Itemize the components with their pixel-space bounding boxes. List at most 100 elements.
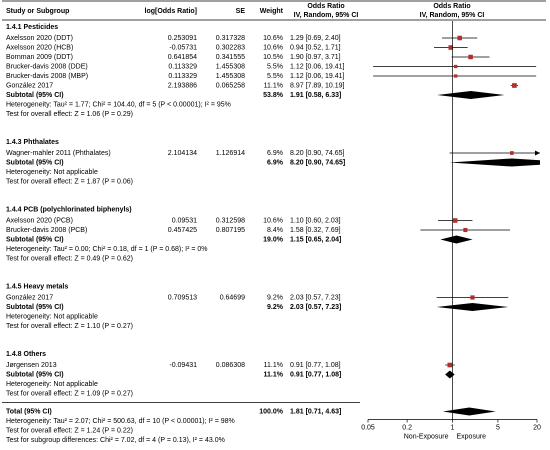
group-title: 1.4.4 PCB (polychlorinated biphenyls) xyxy=(6,206,132,213)
header-or: Odds Ratio xyxy=(307,3,344,10)
pooled-ci-label: 0.91 [0.77, 1.08] xyxy=(290,371,341,378)
subgroup-differences: Test for subgroup differences: Chi² = 7.… xyxy=(6,437,225,444)
study-box xyxy=(512,83,517,88)
study-name: Bornman 2009 (DDT) xyxy=(6,54,73,61)
ci-label: 2.03 [0.57, 7.23] xyxy=(290,294,341,301)
se: 0.302283 xyxy=(216,44,245,51)
heterogeneity: Heterogeneity: Tau² = 0.00; Chi² = 0.18,… xyxy=(6,246,208,253)
ci-label: 1.58 [0.32, 7.69] xyxy=(290,227,341,234)
se: 0.341555 xyxy=(216,54,245,61)
header-or-method: IV, Random, 95% CI xyxy=(294,12,359,19)
ci-label: 0.94 [0.52, 1.71] xyxy=(290,44,341,51)
study-box xyxy=(457,35,462,41)
log-or: 0.113329 xyxy=(168,73,197,80)
header-plot: Odds Ratio xyxy=(433,3,470,10)
se: 0.312598 xyxy=(216,217,245,224)
ci-label: 0.91 [0.77, 1.08] xyxy=(290,362,341,369)
header-log-or: log[Odds Ratio] xyxy=(145,8,198,15)
pooled-name: Subtotal (95% CI) xyxy=(6,159,64,166)
log-or: -0.09431 xyxy=(169,362,197,369)
log-or: 0.709513 xyxy=(168,294,197,301)
pooled-weight: 19.0% xyxy=(263,236,284,243)
study-box xyxy=(454,74,458,78)
ci-label: 1.12 [0.06, 19.41] xyxy=(290,73,345,80)
heterogeneity: Heterogeneity: Not applicable xyxy=(6,169,98,176)
x-tick-label: 5 xyxy=(496,424,500,431)
x-label-right: Exposure xyxy=(457,433,487,440)
se: 1.126914 xyxy=(216,150,245,157)
pooled-diamond xyxy=(442,407,496,416)
x-tick-label: 0.05 xyxy=(361,424,375,431)
study-name: González 2017 xyxy=(6,294,53,301)
pooled-ci-label: 8.20 [0.90, 74.65] xyxy=(290,159,345,166)
study-name: Jørgensen 2013 xyxy=(6,362,57,369)
plot-area xyxy=(373,35,540,416)
weight: 10.6% xyxy=(263,35,283,42)
log-or: 0.09531 xyxy=(172,217,197,224)
ci-label: 1.12 [0.06, 19.41] xyxy=(290,63,345,70)
se: 0.065258 xyxy=(216,82,245,89)
log-or: 0.457425 xyxy=(168,227,197,234)
pooled-ci-label: 1.15 [0.65, 2.04] xyxy=(290,236,341,243)
log-or: 2.193886 xyxy=(168,82,197,89)
pooled-ci-label: 1.91 [0.58, 6.33] xyxy=(290,92,341,99)
ci-label: 1.29 [0.69, 2.40] xyxy=(290,35,341,42)
overall-effect: Test for overall effect: Z = 1.06 (P = 0… xyxy=(6,111,133,118)
overall-effect: Test for overall effect: Z = 1.24 (P = 0… xyxy=(6,427,133,434)
pooled-weight: 100.0% xyxy=(259,408,284,415)
study-box xyxy=(470,295,475,300)
x-tick-label: 1 xyxy=(451,424,455,431)
study-box xyxy=(468,54,473,60)
ci-label: 1.90 [0.97, 3.71] xyxy=(290,54,341,61)
study-name: Brucker-davis 2008 (PCB) xyxy=(6,227,87,234)
overall-effect: Test for overall effect: Z = 1.10 (P = 0… xyxy=(6,323,133,330)
pooled-name: Subtotal (95% CI) xyxy=(6,304,64,311)
heterogeneity: Heterogeneity: Tau² = 1.77; Chi² = 104.4… xyxy=(6,101,231,108)
pooled-weight: 9.2% xyxy=(267,304,284,311)
header-se: SE xyxy=(236,8,246,15)
ci-arrow xyxy=(535,150,540,156)
pooled-ci-label: 1.81 [0.71, 4.63] xyxy=(290,408,341,415)
heterogeneity: Heterogeneity: Tau² = 2.07; Chi² = 500.6… xyxy=(6,418,235,425)
study-box xyxy=(447,362,453,368)
pooled-diamond xyxy=(440,235,473,244)
x-label-left: Non-Exposure xyxy=(404,433,449,440)
log-or: 0.113329 xyxy=(168,63,197,70)
se: 0.807195 xyxy=(216,227,245,234)
group-title: 1.4.3 Phthalates xyxy=(6,139,59,146)
se: 0.317328 xyxy=(216,35,245,42)
heterogeneity: Heterogeneity: Not applicable xyxy=(6,381,98,388)
weight: 11.1% xyxy=(264,362,283,369)
study-box xyxy=(510,151,514,155)
study-name: Brucker-davis 2008 (DDE) xyxy=(6,63,88,70)
overall-effect: Test for overall effect: Z = 0.49 (P = 0… xyxy=(6,255,133,262)
se: 1.455308 xyxy=(216,73,245,80)
header-study: Study or Subgroup xyxy=(6,8,69,15)
overall-effect: Test for overall effect: Z = 1.87 (P = 0… xyxy=(6,178,133,185)
header-weight: Weight xyxy=(260,8,284,15)
pooled-name: Subtotal (95% CI) xyxy=(6,92,64,99)
pooled-weight: 6.9% xyxy=(267,159,284,166)
log-or: 0.641854 xyxy=(168,54,197,61)
study-box xyxy=(452,218,458,223)
pooled-ci-label: 2.03 [0.57, 7.23] xyxy=(290,304,341,311)
ci-label: 1.10 [0.60, 2.03] xyxy=(290,217,341,224)
study-name: Axelsson 2020 (PCB) xyxy=(6,217,73,224)
weight: 5.5% xyxy=(267,63,283,70)
group-title: 1.4.8 Others xyxy=(6,351,46,358)
log-or: 0.253091 xyxy=(168,35,197,42)
pooled-diamond xyxy=(436,303,509,311)
se: 0.086308 xyxy=(216,362,245,369)
ci-label: 8.97 [7.89, 10.19] xyxy=(290,82,345,89)
pooled-name: Subtotal (95% CI) xyxy=(6,371,64,378)
weight: 10.6% xyxy=(263,44,283,51)
pooled-weight: 11.1% xyxy=(264,371,284,378)
study-name: Axelsson 2020 (HCB) xyxy=(6,44,73,51)
pooled-diamond xyxy=(437,91,505,99)
group-title: 1.4.5 Heavy metals xyxy=(6,283,68,290)
pooled-name: Subtotal (95% CI) xyxy=(6,236,64,243)
group-title: 1.4.1 Pesticides xyxy=(6,24,58,31)
weight: 10.5% xyxy=(263,54,283,61)
study-name: González 2017 xyxy=(6,82,53,89)
